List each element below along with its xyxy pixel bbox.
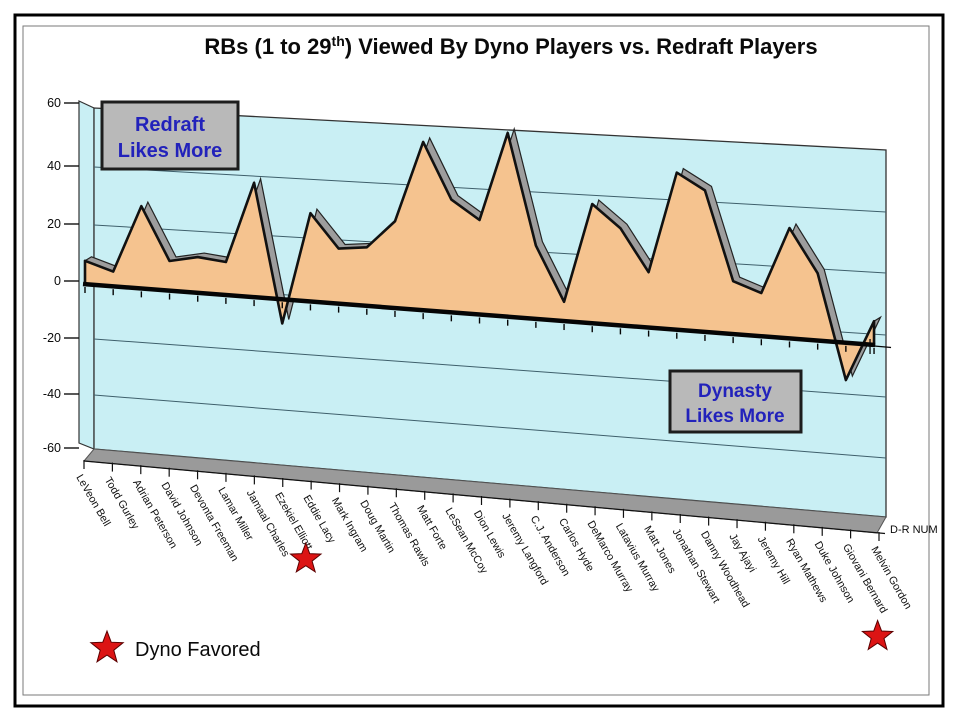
redraft-annotation-box: Redraft Likes More — [102, 102, 238, 169]
y-axis: 60 40 20 0 -20 -40 -60 — [43, 96, 79, 455]
y-axis-label: 20 — [47, 217, 61, 231]
dynasty-annotation-box: Dynasty Likes More — [670, 371, 801, 432]
dynasty-box-line1: Dynasty — [698, 381, 772, 402]
category-label: Danny Woodhead — [698, 529, 752, 610]
legend-label: Dyno Favored — [135, 639, 261, 661]
slide-page: RBs (1 to 29th) Viewed By Dyno Players v… — [0, 0, 960, 720]
y-axis-label: -60 — [43, 441, 61, 455]
dyno-star-marker — [291, 543, 322, 572]
chart-canvas: RBs (1 to 29th) Viewed By Dyno Players v… — [0, 0, 960, 720]
title-part2: ) Viewed By Dyno Players vs. Redraft Pla… — [345, 34, 818, 59]
title-superscript: th — [332, 33, 345, 49]
redraft-box-line1: Redraft — [135, 114, 205, 136]
y-axis-label: -40 — [43, 387, 61, 401]
y-axis-label: 0 — [54, 274, 61, 288]
y-axis-label: 40 — [47, 159, 61, 173]
y-axis-label: 60 — [47, 96, 61, 110]
legend: Dyno Favored — [91, 631, 261, 662]
title-part1: RBs (1 to 29 — [204, 34, 331, 59]
category-label: Devonta Freeman — [187, 483, 241, 564]
series-axis-label: D-R NUM — [890, 524, 938, 536]
redraft-box-line2: Likes More — [118, 140, 222, 162]
dynasty-box-line2: Likes More — [685, 406, 784, 427]
page-title: RBs (1 to 29th) Viewed By Dyno Players v… — [204, 33, 817, 59]
dyno-star-marker — [862, 620, 892, 649]
star-icon — [91, 631, 123, 662]
y-axis-label: -20 — [43, 331, 61, 345]
